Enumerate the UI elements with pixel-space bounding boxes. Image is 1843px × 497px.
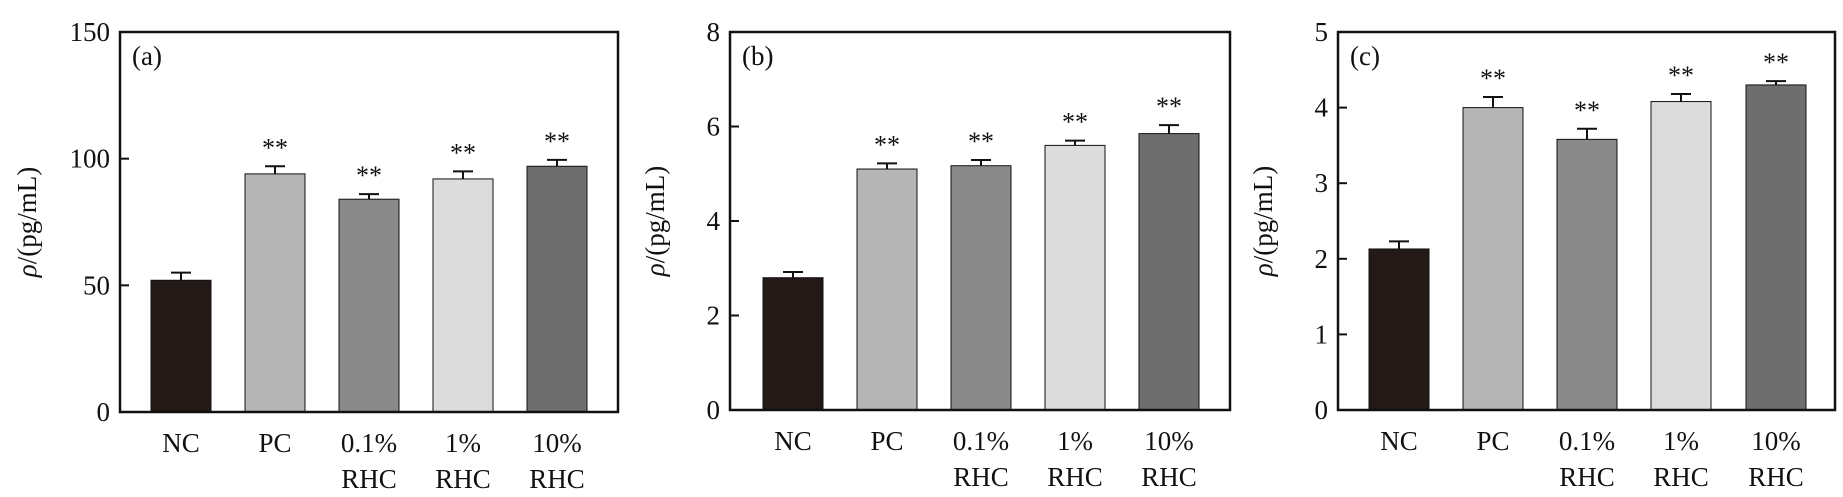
y-tick-label: 4 xyxy=(1315,93,1329,123)
significance-mark: ** xyxy=(874,130,900,159)
x-tick-label: NC xyxy=(162,428,200,458)
x-tick-label: 1% xyxy=(1663,426,1699,456)
y-tick-label: 2 xyxy=(1315,244,1329,274)
significance-mark: ** xyxy=(450,138,476,167)
bar xyxy=(526,165,588,413)
bar xyxy=(1556,138,1618,411)
y-tick-label: 0 xyxy=(97,397,111,427)
significance-mark: ** xyxy=(1156,92,1182,121)
y-tick-label: 1 xyxy=(1315,319,1329,349)
x-tick-label: PC xyxy=(258,428,291,458)
x-tick-label: RHC xyxy=(1653,462,1709,492)
y-tick-label: 50 xyxy=(83,270,110,300)
x-tick-label: 10% xyxy=(1751,426,1801,456)
y-tick-label: 2 xyxy=(707,301,721,331)
x-tick-label: 10% xyxy=(1144,426,1194,456)
significance-mark: ** xyxy=(1763,48,1789,77)
chart-panel-3: ** ** ** ** 0 1 2 3 4 5 NC PC 0.1% RHC 1% RHC 10% RHC (c) ρ… xyxy=(1248,17,1837,492)
chart-panel-1: ** ** ** ** 0 50 100 150 NC PC 0.1% RHC 1% RHC 10% RHC (… xyxy=(12,17,620,494)
x-tick-label: 10% xyxy=(532,428,582,458)
x-tick-label: RHC xyxy=(953,462,1009,492)
chart-panel-2: ** ** ** ** 0 2 4 6 8 NC PC 0.1% RHC 1% RHC 10% RHC (b) ρ/… xyxy=(640,17,1232,492)
plot-frame xyxy=(1336,30,1837,412)
y-tick-label: 0 xyxy=(707,395,721,425)
y-axis-symbol: ρ xyxy=(640,263,670,277)
bar xyxy=(762,277,824,411)
plot-frame xyxy=(118,30,620,414)
x-tick-label: NC xyxy=(774,426,812,456)
y-tick-label: 5 xyxy=(1315,17,1329,47)
x-tick-label: RHC xyxy=(341,464,397,494)
y-tick-label: 8 xyxy=(707,17,721,47)
y-axis-unit: /(pg/mL) xyxy=(1248,166,1278,263)
x-tick-label: RHC xyxy=(1559,462,1615,492)
bar xyxy=(1462,107,1524,411)
bar xyxy=(1745,84,1807,411)
bar xyxy=(1138,133,1200,411)
significance-mark: ** xyxy=(262,133,288,162)
x-tick-label: RHC xyxy=(435,464,491,494)
y-tick-label: 6 xyxy=(707,112,721,142)
significance-mark: ** xyxy=(1480,64,1506,93)
y-axis-unit: /(pg/mL) xyxy=(640,166,670,263)
x-tick-label: 0.1% xyxy=(953,426,1009,456)
x-tick-label: NC xyxy=(1380,426,1418,456)
bar xyxy=(150,279,212,413)
significance-mark: ** xyxy=(356,161,382,190)
bar xyxy=(1044,144,1106,411)
bar xyxy=(856,168,918,411)
significance-mark: ** xyxy=(1574,96,1600,125)
y-tick-label: 150 xyxy=(70,17,111,47)
x-tick-label: RHC xyxy=(529,464,585,494)
y-axis-label: ρ/(pg/mL) xyxy=(640,166,670,277)
significance-mark: ** xyxy=(1668,61,1694,90)
y-axis-symbol: ρ xyxy=(12,264,42,278)
x-tick-label: RHC xyxy=(1748,462,1804,492)
x-tick-label: 0.1% xyxy=(341,428,397,458)
bar xyxy=(950,165,1012,411)
x-tick-label: 1% xyxy=(1057,426,1093,456)
bar xyxy=(244,173,306,413)
panel-label: (c) xyxy=(1350,41,1380,71)
x-tick-label: RHC xyxy=(1141,462,1197,492)
x-tick-label: PC xyxy=(870,426,903,456)
y-tick-label: 0 xyxy=(1315,395,1329,425)
bar xyxy=(338,198,400,413)
x-tick-label: RHC xyxy=(1047,462,1103,492)
y-tick-label: 100 xyxy=(70,144,111,174)
x-tick-label: 1% xyxy=(445,428,481,458)
y-axis-label: ρ/(pg/mL) xyxy=(1248,166,1278,277)
significance-mark: ** xyxy=(968,127,994,156)
y-tick-label: 3 xyxy=(1315,168,1329,198)
y-axis-unit: /(pg/mL) xyxy=(12,167,42,264)
panel-label: (a) xyxy=(132,41,162,71)
panel-label: (b) xyxy=(742,41,773,71)
y-tick-label: 4 xyxy=(707,206,721,236)
significance-mark: ** xyxy=(544,127,570,156)
x-tick-label: PC xyxy=(1476,426,1509,456)
bar xyxy=(1650,101,1712,411)
bar xyxy=(432,178,494,413)
significance-mark: ** xyxy=(1062,108,1088,137)
y-axis-label: ρ/(pg/mL) xyxy=(12,167,42,278)
y-axis-symbol: ρ xyxy=(1248,263,1278,277)
x-tick-label: 0.1% xyxy=(1559,426,1615,456)
bar xyxy=(1368,248,1430,411)
